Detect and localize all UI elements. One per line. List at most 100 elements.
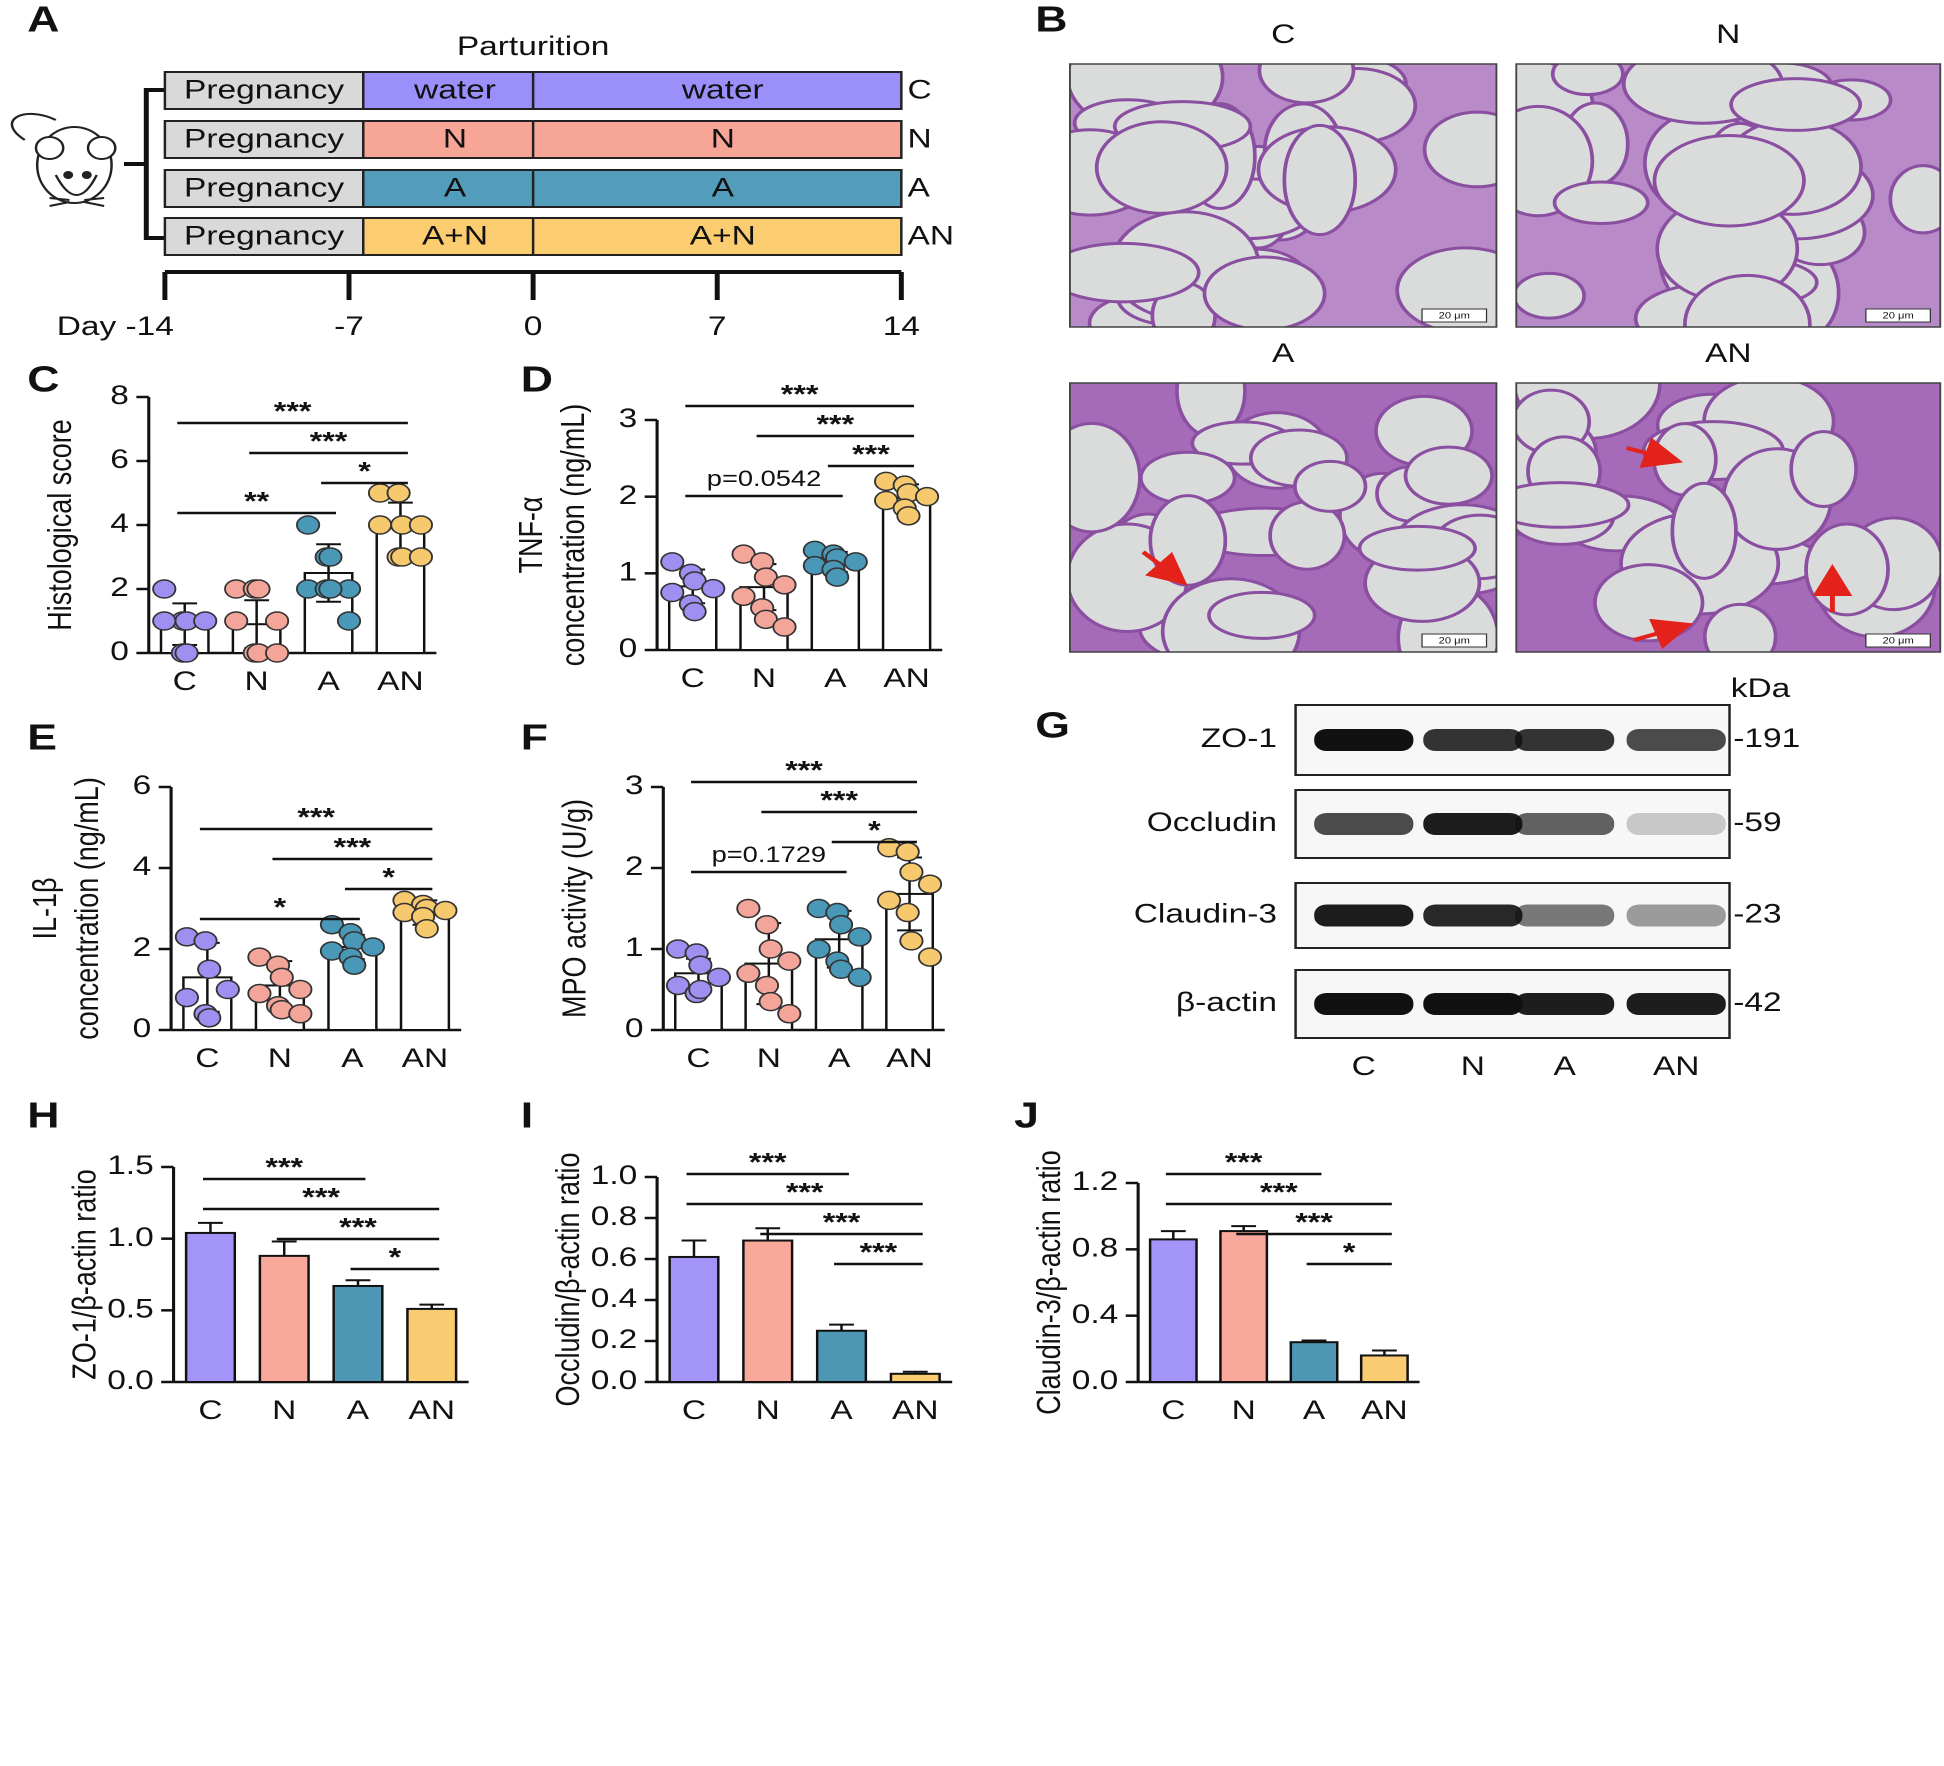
y-axis-label: Occludin/β-actin ratio xyxy=(549,1152,586,1406)
bar xyxy=(1359,1354,1409,1384)
unit-label: kDa xyxy=(1731,673,1791,703)
alveolus xyxy=(1395,246,1497,327)
protein-label: β-actin xyxy=(1176,987,1277,1017)
alveolus xyxy=(1729,77,1863,132)
timeline-tick-label: Day -14 xyxy=(57,311,174,341)
band xyxy=(1626,813,1726,835)
significance-label: *** xyxy=(274,397,312,426)
y-tick-label: 0.0 xyxy=(591,1365,638,1395)
panel-label: D xyxy=(521,359,553,400)
y-tick-label: 0 xyxy=(110,636,129,666)
treatment-box xyxy=(362,71,903,110)
size-label: -59 xyxy=(1733,807,1781,837)
phase-text: Pregnancy xyxy=(184,221,345,251)
alveolus xyxy=(1516,481,1631,529)
y-tick-label: 2 xyxy=(110,572,129,602)
image-frame xyxy=(1069,63,1498,328)
x-tick-label: A xyxy=(1303,1395,1326,1425)
y-tick-label: 0.8 xyxy=(591,1201,638,1231)
image-caption: AN xyxy=(1705,338,1752,368)
data-point xyxy=(896,506,921,526)
phase-text: Pregnancy xyxy=(184,124,345,154)
band xyxy=(1423,729,1523,751)
data-point xyxy=(682,601,707,622)
alveolus xyxy=(1888,164,1941,235)
band xyxy=(1314,993,1414,1015)
error-bar xyxy=(681,1239,707,1257)
panel-label: I xyxy=(521,1095,533,1136)
timeline-tick-label: -7 xyxy=(334,311,364,341)
band xyxy=(1515,729,1615,751)
y-tick-label: 0.8 xyxy=(1072,1232,1119,1262)
phase-box xyxy=(163,217,365,256)
x-tick-label: AN xyxy=(883,663,930,693)
data-point xyxy=(367,515,393,535)
timeline-tick-label: 0 xyxy=(524,311,543,341)
panel-label: C xyxy=(27,359,59,400)
error-bar xyxy=(902,1370,928,1374)
alveolus xyxy=(1148,494,1228,587)
scale-box xyxy=(1865,633,1931,648)
histology-image xyxy=(1069,64,1497,327)
y-tick-label: 6 xyxy=(133,770,152,800)
alveolus xyxy=(1257,64,1356,105)
scale-box xyxy=(1865,308,1931,323)
lane-label: AN xyxy=(1653,1051,1700,1081)
data-point xyxy=(247,983,272,1004)
y-tick-label: 4 xyxy=(133,851,152,881)
x-tick-label: AN xyxy=(892,1395,939,1425)
phase-box xyxy=(163,169,365,208)
data-point xyxy=(736,898,761,919)
data-point xyxy=(665,975,691,996)
data-point xyxy=(688,955,713,975)
mouse-icon xyxy=(10,112,117,207)
x-tick-label: C xyxy=(195,1043,219,1073)
y-tick-label: 1.2 xyxy=(1072,1166,1119,1196)
significance-label: p=0.0542 xyxy=(707,467,821,491)
treatment-text: A+N xyxy=(690,221,756,251)
protein-label: Claudin-3 xyxy=(1134,899,1277,929)
significance-label: *** xyxy=(817,410,855,439)
data-point xyxy=(408,515,433,535)
data-point xyxy=(917,947,943,967)
x-tick-label: A xyxy=(824,663,847,693)
error-bar xyxy=(1160,1230,1186,1240)
data-point xyxy=(660,552,685,572)
treatment-text: N xyxy=(711,124,735,154)
y-tick-label: 0.5 xyxy=(107,1293,154,1323)
significance-label: *** xyxy=(749,1148,787,1177)
data-point xyxy=(193,611,218,631)
error-bar xyxy=(1301,1339,1327,1343)
y-tick-label: 0.4 xyxy=(591,1283,638,1313)
data-point xyxy=(847,927,872,947)
data-point xyxy=(193,931,218,951)
significance-label: *** xyxy=(1295,1208,1333,1237)
alveolus xyxy=(1282,123,1358,237)
panel-label: J xyxy=(1014,1095,1039,1136)
treatment-box xyxy=(362,217,903,256)
band xyxy=(1314,904,1414,927)
significance-label: ** xyxy=(244,487,270,516)
y-axis-label: Histological score xyxy=(41,419,78,631)
significance-label: *** xyxy=(334,833,372,862)
significance-label: *** xyxy=(339,1213,377,1242)
y-tick-label: 0.0 xyxy=(1072,1365,1119,1395)
data-point xyxy=(701,578,726,599)
y-tick-label: 1.5 xyxy=(107,1150,154,1180)
significance-label: *** xyxy=(852,440,890,469)
alveolus xyxy=(1516,271,1586,320)
error-bar xyxy=(419,1303,445,1309)
error-bar xyxy=(198,1221,223,1233)
data-point xyxy=(265,611,290,631)
data-point xyxy=(706,967,732,988)
alveolus xyxy=(1357,524,1477,572)
data-point xyxy=(269,967,294,988)
significance-label: *** xyxy=(860,1238,898,1267)
data-point xyxy=(777,951,802,971)
x-tick-label: C xyxy=(682,1395,706,1425)
image-frame xyxy=(1515,382,1942,653)
data-point xyxy=(247,947,272,967)
data-point xyxy=(174,643,199,663)
data-point xyxy=(414,919,439,939)
x-tick-label: A xyxy=(317,666,340,696)
